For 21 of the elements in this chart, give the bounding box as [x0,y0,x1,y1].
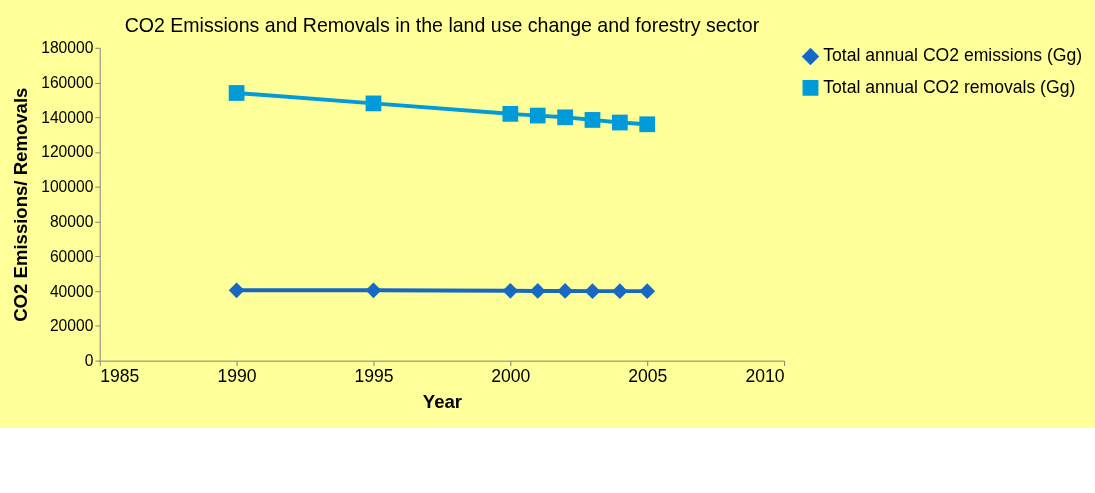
x-tick-label: 2010 [745,365,785,386]
y-tick-label: 120000 [41,143,94,161]
x-tick-label: 2005 [628,365,668,386]
x-tick-label: 1995 [354,365,394,386]
legend-label: Total annual CO2 removals (Gg) [823,76,1076,97]
y-tick-label: 160000 [41,73,94,91]
x-tick-label: 1990 [217,365,257,386]
y-tick-label: 100000 [41,178,94,196]
y-tick-label: 0 [84,352,94,370]
x-tick-label: 1985 [100,365,140,386]
y-tick-label: 180000 [41,39,94,57]
y-tick-label: 20000 [49,317,94,335]
y-tick-label: 140000 [41,108,94,126]
x-axis-title: Year [422,391,463,413]
y-tick-label: 80000 [49,212,94,230]
x-tick-label: 2000 [491,365,531,386]
legend-label: Total annual CO2 emissions (Gg) [823,45,1083,66]
y-axis-title: CO2 Emissions/ Removals [10,87,32,322]
y-tick-label: 40000 [49,282,94,300]
y-tick-label: 60000 [49,247,94,265]
chart-title: CO2 Emissions and Removals in the land use change and forestry sector [124,14,760,37]
